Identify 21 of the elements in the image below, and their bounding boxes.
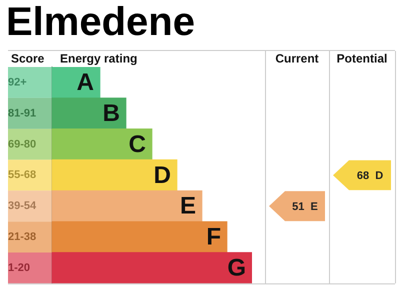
y-tick-label: 55-68 [8,169,36,182]
y-tick-label: 39-54 [8,200,38,212]
annotation: G [227,254,246,282]
annotation: C [128,130,146,158]
text: Current [275,51,319,66]
y-tick-label: 92+ [8,76,27,88]
text: 51 E [292,201,318,214]
y-tick-label: 69-80 [8,138,36,150]
chart-title: Elmedene [5,0,196,45]
y-tick-label: 1-20 [8,262,30,274]
y-tick-label: 21-38 [8,231,36,244]
text: 68 D [356,170,384,182]
text: Potential [336,51,388,66]
annotation: A [76,69,94,96]
annotation: F [206,224,221,251]
y-tick-label: 81-91 [8,107,36,120]
y-axis-title: Score [11,51,45,66]
x-axis-title: Energy rating [60,51,138,66]
annotation: B [102,100,120,127]
annotation: D [154,162,171,189]
annotation: E [180,192,196,220]
